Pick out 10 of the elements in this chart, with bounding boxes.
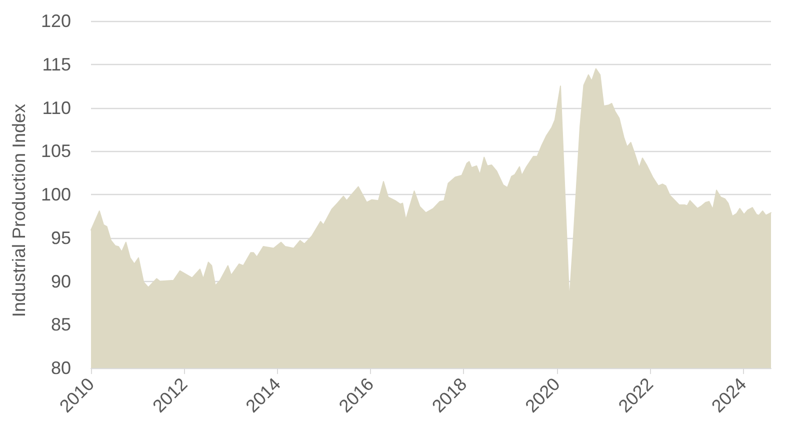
y-tick-label: 95: [50, 228, 71, 248]
y-tick-label: 120: [40, 11, 71, 31]
y-tick-label: 110: [42, 98, 71, 118]
y-tick-label: 80: [50, 358, 71, 378]
y-axis-title: Industrial Production Index: [9, 104, 29, 318]
y-tick-label: 105: [40, 141, 71, 162]
y-tick-label: 90: [50, 271, 71, 292]
y-tick-label: 100: [40, 184, 71, 204]
y-tick-label: 115: [42, 54, 71, 74]
y-tick-label: 85: [50, 314, 71, 335]
